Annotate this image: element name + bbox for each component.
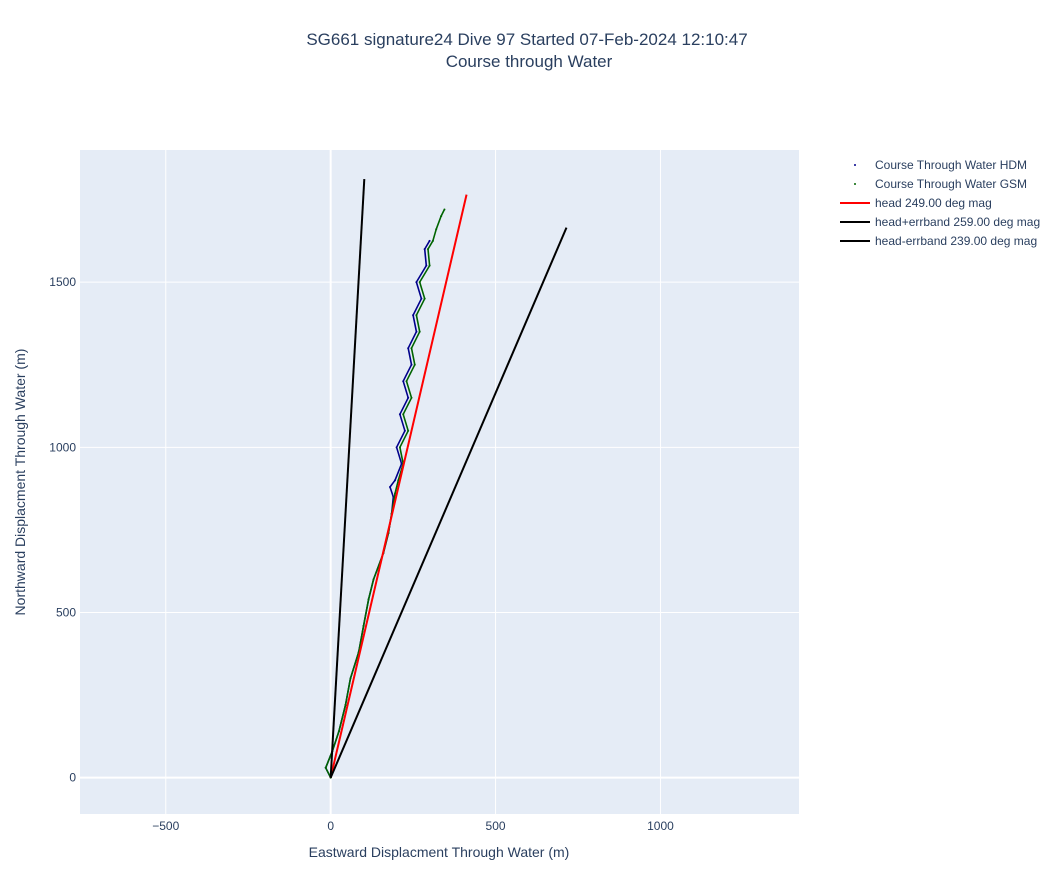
legend-label-0: Course Through Water HDM [875,158,1027,172]
series-1-point-29 [431,239,434,242]
series-0-point-23 [407,347,410,350]
series-1-point-31 [440,215,443,218]
series-0-point-15 [393,479,396,482]
series-1-point-13 [393,492,396,495]
series-1-point-16 [398,446,401,449]
x-tick-label-1: 0 [327,819,334,833]
series-1-point-24 [415,314,418,317]
legend-item-1[interactable]: Course Through Water GSM [854,177,1027,191]
x-axis-ticks: −500 0 500 1000 [152,819,674,833]
x-axis-title: Eastward Displacment Through Water (m) [309,844,570,860]
plot-area[interactable] [80,150,799,814]
series-0-point-29 [423,248,426,251]
series-layer [324,179,568,779]
x-tick-label-2: 500 [486,819,506,833]
x-tick-label-0: −500 [152,819,179,833]
series-0-point-22 [410,363,413,366]
series-1-point-27 [428,264,431,267]
series-0-point-24 [415,330,418,333]
series-4 [329,227,568,779]
legend-item-3[interactable]: head+errband 259.00 deg mag [840,215,1040,229]
y-tick-label-2: 1000 [49,440,76,454]
series-1-point-28 [426,248,429,251]
legend-label-3: head+errband 259.00 deg mag [875,215,1040,229]
zero-lines [80,150,799,814]
series-1-point-17 [407,429,410,432]
series-0-point-16 [400,462,403,465]
series-1-point-23 [418,330,421,333]
legend-item-2[interactable]: head 249.00 deg mag [840,196,992,210]
series-0-point-25 [412,314,415,317]
series-1-point-1 [324,766,327,769]
series-1-point-3 [337,730,340,733]
y-tick-label-0: 0 [69,771,76,785]
series-3 [329,179,366,778]
series-0-point-26 [420,297,423,300]
series-line-2 [329,194,468,778]
series-2 [329,194,468,778]
y-axis-title: Northward Displacment Through Water (m) [12,349,28,616]
legend-item-0[interactable]: Course Through Water HDM [854,158,1027,172]
series-0-point-28 [425,264,428,267]
series-1-point-32 [443,208,446,211]
legend-label-1: Course Through Water GSM [875,177,1027,191]
series-0-point-27 [415,281,418,284]
series-1-point-18 [402,413,405,416]
series-0-point-17 [395,446,398,449]
series-1-point-8 [367,598,370,601]
series-1-point-5 [349,677,352,680]
series-1-point-14 [397,479,400,482]
series-1-point-25 [423,297,426,300]
series-0-point-18 [403,429,406,432]
x-tick-label-3: 1000 [647,819,674,833]
series-1-point-7 [362,624,365,627]
series-line-4 [329,227,568,779]
legend-item-4[interactable]: head-errband 239.00 deg mag [840,234,1037,248]
series-1-point-22 [410,347,413,350]
y-tick-label-3: 1500 [49,275,76,289]
legend-label-4: head-errband 239.00 deg mag [875,234,1037,248]
y-tick-label-1: 500 [56,605,76,619]
series-0-point-30 [428,239,431,242]
series-1-point-20 [405,380,408,383]
legend-swatch-1 [854,183,856,185]
series-0-point-20 [407,396,410,399]
series-0-point-21 [402,380,405,383]
legend-label-2: head 249.00 deg mag [875,196,992,210]
series-1-point-30 [435,228,438,231]
series-1-point-26 [418,281,421,284]
series-line-3 [329,179,366,778]
series-1-point-21 [413,363,416,366]
chart-title: SG661 signature24 Dive 97 Started 07-Feb… [306,30,747,49]
series-1-point-9 [372,578,375,581]
series-0-point-19 [398,413,401,416]
series-1-point-4 [344,703,347,706]
legend-swatch-0 [854,164,856,166]
chart-subtitle: Course through Water [446,52,613,71]
y-axis-ticks: 0 500 1000 1500 [49,275,76,785]
legend: Course Through Water HDM Course Through W… [840,158,1040,248]
series-0-point-14 [389,485,392,488]
series-1-point-19 [410,396,413,399]
